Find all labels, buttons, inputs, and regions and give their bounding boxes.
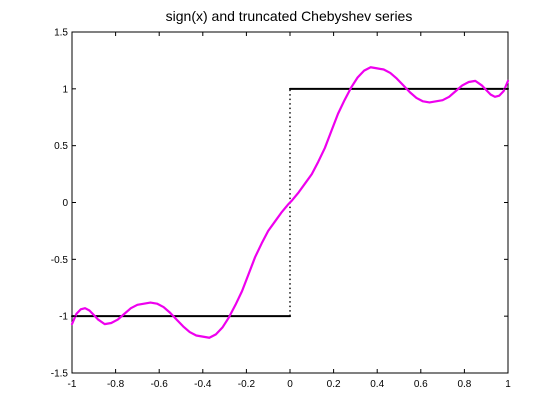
y-tick-label-4: 0.5 <box>54 141 68 152</box>
y-tick-label-6: 1.5 <box>54 28 68 39</box>
chart-title: sign(x) and truncated Chebyshev series <box>166 8 413 24</box>
x-tick-label-9: 0.8 <box>457 379 471 390</box>
x-tick-label-4: -0.2 <box>238 379 256 390</box>
y-axis-tick-labels: -1.5 -1 -0.5 0 0.5 1 1.5 <box>51 28 69 380</box>
x-tick-label-8: 0.6 <box>414 379 428 390</box>
x-tick-label-10: 1 <box>505 379 511 390</box>
x-tick-label-3: -0.4 <box>194 379 212 390</box>
x-tick-label-0: -1 <box>68 379 77 390</box>
x-tick-label-5: 0 <box>287 379 293 390</box>
x-tick-label-7: 0.4 <box>370 379 384 390</box>
x-tick-label-1: -0.8 <box>107 379 125 390</box>
x-axis-tick-labels: -1 -0.8 -0.6 -0.4 -0.2 0 0.2 0.4 0.6 0.8 1 <box>68 379 512 390</box>
series-layer <box>70 66 510 339</box>
chebyshev-series-curve <box>70 66 510 339</box>
y-tick-label-2: -0.5 <box>51 255 69 266</box>
y-tick-label-5: 1 <box>62 84 68 95</box>
y-tick-label-0: -1.5 <box>51 369 69 380</box>
y-tick-label-3: 0 <box>62 198 68 209</box>
axis-ticks-layer <box>71 31 509 374</box>
x-tick-label-6: 0.2 <box>327 379 341 390</box>
x-tick-label-2: -0.6 <box>151 379 169 390</box>
y-tick-label-1: -1 <box>59 312 68 323</box>
